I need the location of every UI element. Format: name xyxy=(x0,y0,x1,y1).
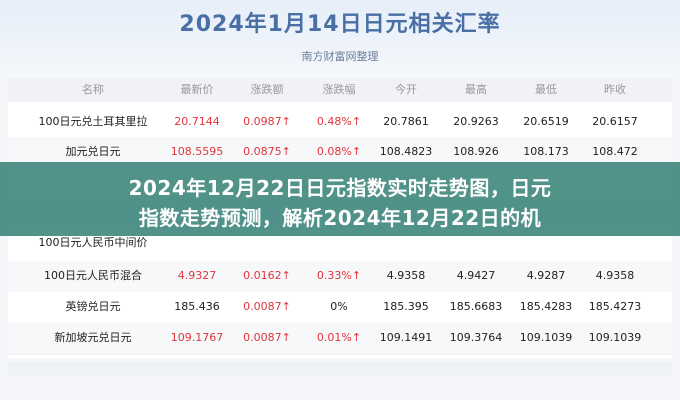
table-row: 100日元兑土耳其里拉 20.7144 0.0987↑ 0.48%↑ 20.7861 20… xyxy=(8,106,672,137)
table-cell: 109.1491 xyxy=(379,331,433,344)
table-cell: 185.6683 xyxy=(449,300,503,313)
subtitle: 南方财富网整理 xyxy=(301,50,379,63)
table-cell: 0.0987↑ xyxy=(243,115,291,128)
banner-line: 指数走势预测，解析2024年12月22日的机 xyxy=(138,206,542,230)
row-label: 加元兑日元 xyxy=(65,145,121,158)
table-cell: 0.01%↑ xyxy=(316,331,362,344)
table-cell: 0.0087↑ xyxy=(243,331,291,344)
table-cell: 185.4273 xyxy=(588,300,642,313)
table-cell: 0.0087↑ xyxy=(243,300,291,313)
column-header: 涨跌额 xyxy=(250,83,284,96)
row-label: 100日元人民币中间价 xyxy=(38,236,148,249)
table-cell: 109.1039 xyxy=(588,331,642,344)
table-cell: 108.472 xyxy=(592,145,638,158)
table-cell: 109.3764 xyxy=(449,331,503,344)
table-cell: 20.6157 xyxy=(592,115,638,128)
table-cell: 0.08%↑ xyxy=(316,145,362,158)
table-row: 100日元人民币混合 4.9327 0.0162↑ 0.33%↑ 4.9358 4.942… xyxy=(8,260,672,291)
column-header: 最低 xyxy=(535,83,557,96)
table-cell: 4.9427 xyxy=(456,269,496,282)
banner: 2024年12月22日日元指数实时走势图，日元 指数走势预测，解析2024年12… xyxy=(0,162,680,236)
table-cell: 4.9287 xyxy=(526,269,566,282)
row-label: 100日元兑土耳其里拉 xyxy=(38,115,148,128)
table-cell: 20.7144 xyxy=(174,115,220,128)
table-cell: 185.436 xyxy=(174,300,220,313)
table-cell: 108.926 xyxy=(453,145,499,158)
table-cell: 108.173 xyxy=(523,145,569,158)
column-header: 最新价 xyxy=(180,83,214,96)
table-cell: 0.0875↑ xyxy=(243,145,291,158)
header-row: 名称 最新价 涨跌额 涨跌幅 今开 最高 最低 昨收 xyxy=(8,78,672,102)
table-row: 新加坡元兑日元 109.1767 0.0087↑ 0.01%↑ 109.1491 109.… xyxy=(8,322,672,353)
table-cell: 108.4823 xyxy=(379,145,433,158)
column-header: 名称 xyxy=(82,83,104,96)
table-cell: 109.1767 xyxy=(170,331,224,344)
column-header: 昨收 xyxy=(604,83,626,96)
table-cell: 20.6519 xyxy=(523,115,569,128)
banner-line: 2024年12月22日日元指数实时走势图，日元 xyxy=(128,176,552,200)
row-bg xyxy=(8,292,672,324)
table-cell: 109.1039 xyxy=(519,331,573,344)
row-label: 新加坡元兑日元 xyxy=(54,331,132,344)
table-cell: 185.395 xyxy=(383,300,429,313)
table-cell: 0% xyxy=(330,300,348,313)
table-row: 英镑兑日元 185.436 0.0087↑ 0% 185.395 185.6683 185.… xyxy=(8,291,672,322)
column-header: 今开 xyxy=(395,83,417,96)
table-row: 加元兑日元 108.5595 0.0875↑ 0.08%↑ 108.4823 108.92… xyxy=(8,136,672,167)
table-cell: 0.0162↑ xyxy=(243,269,291,282)
table-cell: 0.33%↑ xyxy=(316,269,362,282)
table-cell: 4.9327 xyxy=(177,269,217,282)
table-row: 100日元人民币中间价 xyxy=(8,227,672,258)
table-cell: 20.7861 xyxy=(383,115,429,128)
row-label: 100日元人民币混合 xyxy=(44,269,142,282)
row-label: 英镑兑日元 xyxy=(65,300,121,313)
column-header: 涨跌幅 xyxy=(322,83,356,96)
row-bg xyxy=(8,323,672,355)
table-cell: 185.4283 xyxy=(519,300,573,313)
footer-bar xyxy=(8,362,672,376)
header: 2024年1月14日日元相关汇率 南方财富网整理 xyxy=(0,0,680,76)
table-cell: 0.48%↑ xyxy=(316,115,362,128)
table-cell: 20.9263 xyxy=(453,115,499,128)
row-bg xyxy=(8,106,672,138)
table-cell: 4.9358 xyxy=(595,269,635,282)
table-cell: 108.5595 xyxy=(170,145,224,158)
column-header: 最高 xyxy=(465,83,487,96)
title: 2024年1月14日日元相关汇率 xyxy=(179,12,501,37)
table-cell: 4.9358 xyxy=(386,269,426,282)
